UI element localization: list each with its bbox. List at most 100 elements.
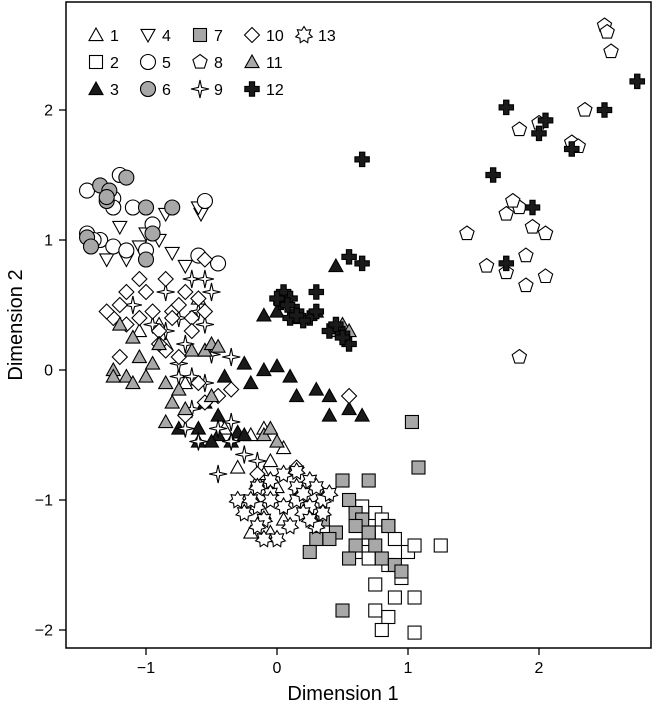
point-series-12 — [498, 255, 515, 272]
legend-marker-series-3 — [88, 80, 104, 96]
point-series-2 — [381, 609, 396, 625]
point-series-10 — [131, 309, 148, 327]
point-series-3 — [255, 361, 272, 377]
point-series-1 — [177, 374, 194, 390]
y-tick-label: −1 — [35, 493, 53, 510]
point-series-8 — [537, 268, 554, 284]
point-series-8 — [505, 192, 521, 208]
point-series-12 — [288, 307, 305, 324]
point-series-8 — [524, 218, 541, 234]
point-series-11 — [269, 433, 285, 448]
point-series-9 — [195, 315, 215, 334]
point-series-7 — [374, 551, 389, 566]
legend-label-series-10: 10 — [266, 28, 284, 45]
point-series-13 — [274, 464, 293, 483]
legend: 1 4 7 10 13 2 5 8 11 3 6 9 12 — [88, 25, 336, 99]
point-series-3 — [321, 387, 338, 403]
point-series-8 — [511, 121, 528, 137]
point-series-1 — [262, 452, 279, 468]
legend-label-series-3: 3 — [110, 82, 119, 99]
legend-label-series-13: 13 — [318, 28, 336, 45]
point-series-2 — [387, 590, 402, 605]
point-series-5 — [196, 192, 213, 210]
point-series-8 — [518, 277, 534, 293]
point-series-7 — [335, 473, 350, 488]
point-series-11 — [105, 368, 122, 383]
point-series-10 — [163, 309, 181, 327]
point-series-13 — [293, 483, 313, 503]
point-series-12 — [629, 73, 646, 90]
point-series-8 — [537, 225, 554, 241]
point-series-8 — [511, 348, 528, 364]
point-series-11 — [262, 420, 279, 435]
point-series-10 — [170, 348, 188, 366]
point-series-10 — [157, 270, 174, 288]
point-series-9 — [182, 367, 201, 386]
y-tick-label: 2 — [44, 103, 53, 120]
legend-label-series-4: 4 — [162, 28, 171, 45]
point-series-6 — [82, 238, 100, 255]
point-series-13 — [306, 477, 326, 496]
point-series-11 — [118, 368, 135, 383]
point-series-7 — [368, 538, 383, 553]
point-series-9 — [208, 464, 228, 484]
point-series-4 — [98, 253, 115, 268]
point-series-10 — [183, 322, 201, 340]
point-series-12 — [308, 303, 325, 320]
point-series-12 — [498, 99, 515, 116]
point-series-10 — [144, 303, 161, 320]
point-series-9 — [182, 269, 201, 289]
legend-marker-series-12 — [244, 81, 260, 97]
point-series-12 — [341, 249, 357, 265]
point-series-3 — [282, 368, 299, 383]
point-series-7 — [341, 551, 357, 566]
legend-marker-series-2 — [88, 54, 104, 70]
point-series-13 — [254, 509, 274, 529]
x-axis-label: Dimension 1 — [287, 683, 398, 705]
point-series-11 — [151, 335, 168, 351]
x-tick-label: 2 — [535, 660, 544, 677]
point-series-1 — [229, 459, 246, 474]
point-series-7 — [404, 414, 419, 430]
point-series-13 — [228, 490, 248, 509]
point-series-2 — [368, 577, 383, 592]
point-series-9 — [176, 334, 195, 354]
point-series-13 — [234, 503, 254, 522]
point-series-12 — [328, 316, 344, 333]
legend-marker-series-5 — [139, 53, 157, 71]
point-series-2 — [361, 551, 376, 566]
point-series-7 — [335, 603, 350, 618]
point-series-12 — [485, 167, 501, 183]
point-series-13 — [300, 470, 320, 490]
point-series-2 — [374, 622, 389, 638]
point-series-9 — [189, 432, 208, 451]
point-series-9 — [195, 269, 215, 289]
legend-label-series-7: 7 — [214, 28, 223, 45]
point-series-9 — [235, 445, 254, 464]
y-tick-label: 1 — [44, 233, 53, 250]
x-tick-label: −1 — [137, 660, 155, 677]
point-series-10 — [340, 387, 358, 405]
data-points — [79, 17, 646, 640]
point-series-10 — [196, 303, 214, 320]
legend-marker-series-1 — [88, 26, 104, 42]
point-series-3 — [203, 433, 220, 448]
point-series-7 — [348, 518, 363, 534]
point-series-11 — [164, 394, 181, 409]
y-axis-label: Dimension 2 — [5, 269, 27, 380]
point-series-13 — [287, 461, 306, 481]
point-series-9 — [143, 315, 162, 334]
legend-label-series-1: 1 — [110, 28, 119, 45]
point-series-8 — [577, 101, 593, 117]
point-series-9 — [222, 412, 241, 432]
point-series-2 — [407, 625, 422, 640]
point-series-10 — [137, 283, 155, 301]
point-series-10 — [190, 374, 207, 392]
point-series-3 — [236, 355, 253, 370]
point-series-11 — [157, 413, 174, 429]
legend-label-series-11: 11 — [266, 55, 283, 72]
point-series-11 — [124, 374, 141, 390]
point-series-8 — [459, 225, 475, 241]
point-series-12 — [321, 323, 338, 339]
point-series-3 — [242, 374, 259, 390]
